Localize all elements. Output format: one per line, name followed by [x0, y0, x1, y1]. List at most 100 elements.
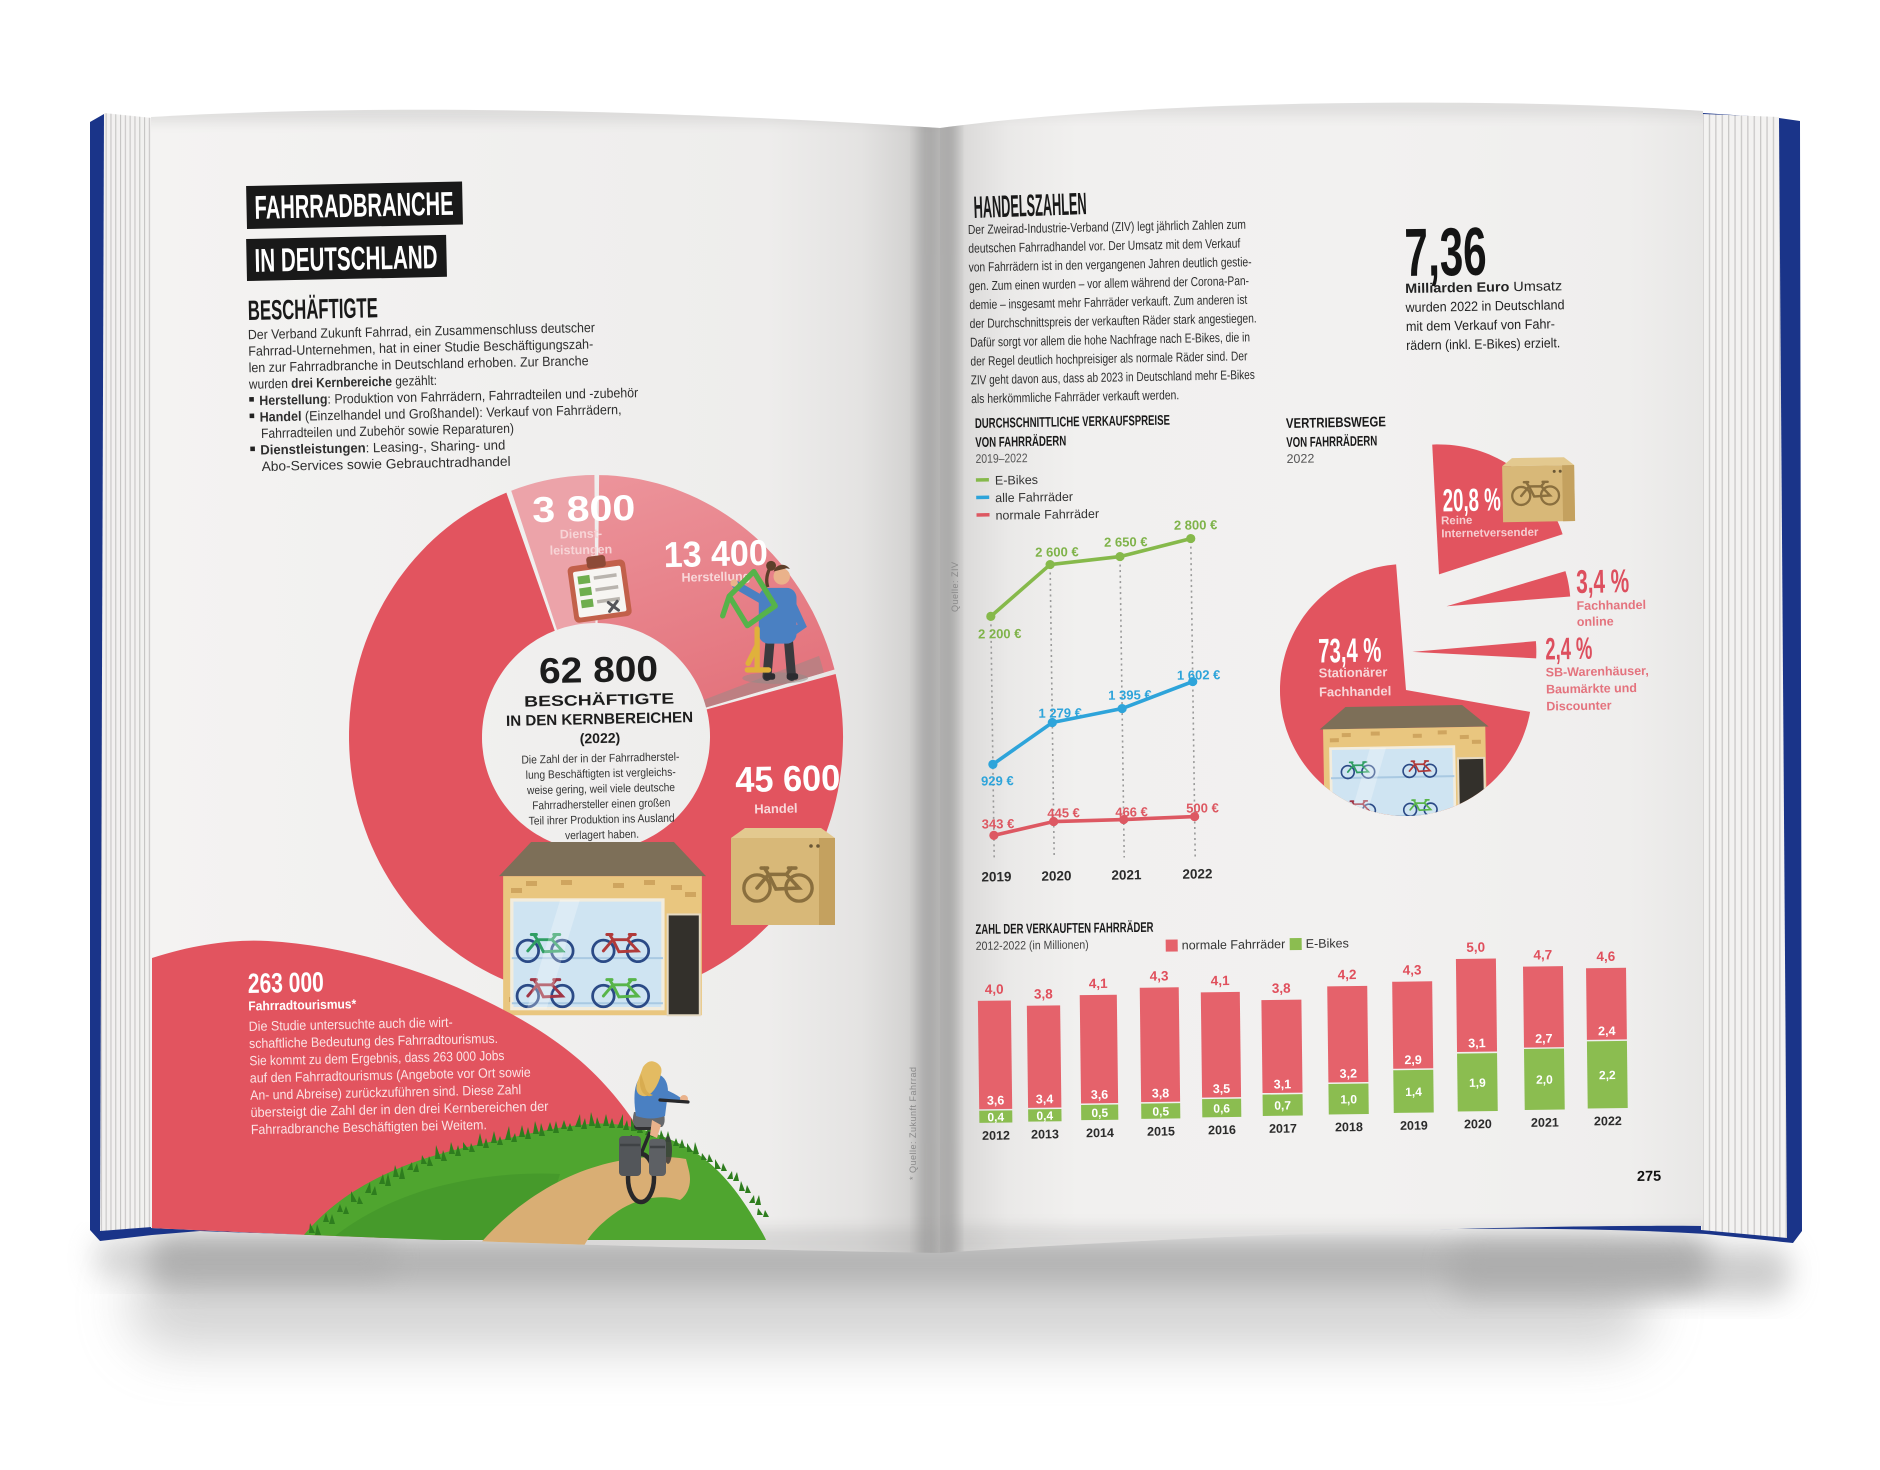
- svg-text:Fachhandel: Fachhandel: [1319, 683, 1392, 699]
- svg-text:als herkömmliche Fahrräder ver: als herkömmliche Fahrräder verkauft werd…: [971, 387, 1179, 406]
- svg-text:mit dem Verkauf von Fahr-: mit dem Verkauf von Fahr-: [1406, 316, 1555, 334]
- svg-text:normale Fahrräder: normale Fahrräder: [1182, 937, 1286, 952]
- svg-text:lung Beschäftigten ist verglei: lung Beschäftigten ist vergleichs-: [526, 767, 676, 782]
- svg-text:2021: 2021: [1531, 1116, 1559, 1130]
- svg-text:BESCHÄFTIGTE: BESCHÄFTIGTE: [524, 690, 674, 710]
- svg-text:3,4: 3,4: [1036, 1092, 1054, 1106]
- svg-text:2 600 €: 2 600 €: [1035, 544, 1079, 560]
- svg-text:BESCHÄFTIGTE: BESCHÄFTIGTE: [247, 292, 378, 326]
- svg-text:ZAHL DER VERKAUFTEN FAHRRÄDER: ZAHL DER VERKAUFTEN FAHRRÄDER: [975, 919, 1153, 937]
- svg-text:2,4: 2,4: [1598, 1024, 1616, 1038]
- svg-text:VON FAHRRÄDERN: VON FAHRRÄDERN: [975, 432, 1066, 450]
- svg-text:* Quelle: Zukunft Fahrrad: * Quelle: Zukunft Fahrrad: [908, 1066, 918, 1180]
- svg-text:3,5: 3,5: [1213, 1082, 1231, 1096]
- svg-text:Discounter: Discounter: [1546, 698, 1612, 713]
- svg-text:2019–2022: 2019–2022: [975, 451, 1027, 466]
- svg-text:2020: 2020: [1041, 868, 1071, 883]
- svg-text:2 800 €: 2 800 €: [1174, 517, 1218, 533]
- svg-text:4,0: 4,0: [985, 982, 1004, 997]
- svg-text:Fahrradtourismus*: Fahrradtourismus*: [248, 996, 357, 1013]
- svg-text:3,2: 3,2: [1340, 1067, 1358, 1081]
- svg-text:20,8 %: 20,8 %: [1442, 481, 1501, 518]
- svg-text:2022: 2022: [1182, 866, 1212, 881]
- svg-text:verlagert haben.: verlagert haben.: [565, 829, 639, 843]
- svg-text:2,4 %: 2,4 %: [1545, 631, 1593, 667]
- svg-text:343 €: 343 €: [982, 816, 1015, 831]
- svg-text:SB-Warenhäuser,: SB-Warenhäuser,: [1546, 664, 1649, 680]
- svg-text:2019: 2019: [981, 869, 1011, 884]
- svg-text:2 650 €: 2 650 €: [1104, 534, 1148, 550]
- svg-text:normale Fahrräder: normale Fahrräder: [995, 507, 1099, 523]
- svg-text:500 €: 500 €: [1186, 800, 1219, 815]
- svg-text:Milliarden Euro Umsatz: Milliarden Euro Umsatz: [1405, 278, 1562, 296]
- svg-text:2012-2022 (in Millionen): 2012-2022 (in Millionen): [976, 938, 1089, 953]
- svg-text:4,3: 4,3: [1150, 968, 1169, 983]
- svg-text:2012: 2012: [982, 1129, 1010, 1143]
- svg-text:leistungen: leistungen: [550, 542, 613, 557]
- svg-text:wurden drei Kernbereiche gezäh: wurden drei Kernbereiche gezählt:: [248, 373, 437, 392]
- svg-text:1,4: 1,4: [1405, 1085, 1422, 1099]
- svg-text:auf den Fahrradtourismus (Ange: auf den Fahrradtourismus (Angebote vor O…: [250, 1065, 531, 1086]
- svg-text:der Regel deutlich hochpreisig: der Regel deutlich hochpreisiger als nor…: [970, 348, 1248, 368]
- svg-text:1 602 €: 1 602 €: [1177, 667, 1221, 683]
- svg-text:Reine: Reine: [1441, 515, 1473, 528]
- svg-text:445 €: 445 €: [1047, 805, 1080, 820]
- svg-text:E-Bikes: E-Bikes: [995, 473, 1038, 488]
- svg-text:2019: 2019: [1400, 1119, 1428, 1133]
- svg-text:3,8: 3,8: [1272, 981, 1291, 996]
- svg-text:Fahrradteilen und Zubehör sowi: Fahrradteilen und Zubehör sowie Reparatu…: [261, 421, 514, 441]
- svg-text:alle Fahrräder: alle Fahrräder: [995, 490, 1073, 505]
- svg-text:3,8: 3,8: [1034, 986, 1053, 1001]
- svg-text:Abo-Services sowie Gebrauchtra: Abo-Services sowie Gebrauchtradhandel: [262, 454, 511, 474]
- svg-text:62 800: 62 800: [539, 648, 659, 691]
- svg-text:deutschen Fahrradhandel vor. D: deutschen Fahrradhandel vor. Der Umsatz …: [968, 236, 1241, 256]
- svg-text:Der Verband Zukunft Fahrrad, e: Der Verband Zukunft Fahrrad, ein Zusamme…: [248, 320, 596, 342]
- svg-text:VON FAHRRÄDERN: VON FAHRRÄDERN: [1286, 432, 1377, 450]
- svg-text:2,9: 2,9: [1404, 1053, 1422, 1067]
- svg-text:der Durchschnittspreis der ver: der Durchschnittspreis der verkauften Rä…: [970, 310, 1257, 331]
- svg-text:übersteigt die Zahl der in den: übersteigt die Zahl der in den drei Kern…: [250, 1099, 549, 1120]
- svg-text:Teil ihrer Produktion ins Ausl: Teil ihrer Produktion ins Ausland: [529, 813, 675, 828]
- svg-text:2021: 2021: [1111, 867, 1142, 882]
- svg-text:von Fahrrädern ist in den verg: von Fahrrädern ist in den vergangenen Ja…: [968, 254, 1251, 274]
- svg-text:45 600: 45 600: [735, 757, 841, 800]
- svg-text:275: 275: [1637, 1169, 1661, 1185]
- svg-text:3 800: 3 800: [532, 487, 636, 530]
- svg-text:weise gering, weil viele deuts: weise gering, weil viele deutsche: [526, 782, 675, 797]
- svg-text:2013: 2013: [1031, 1127, 1059, 1141]
- svg-text:1,0: 1,0: [1340, 1092, 1357, 1106]
- svg-text:3,6: 3,6: [987, 1093, 1005, 1107]
- svg-text:Dafür sorgt vor allem die hohe: Dafür sorgt vor allem die hohe Nachfrage…: [970, 329, 1250, 349]
- svg-text:73,4 %: 73,4 %: [1318, 631, 1382, 670]
- svg-text:Dienst-: Dienst-: [560, 527, 603, 542]
- svg-text:2017: 2017: [1269, 1122, 1297, 1136]
- svg-text:Fachhandel: Fachhandel: [1576, 598, 1646, 613]
- svg-text:0,6: 0,6: [1213, 1101, 1230, 1115]
- svg-text:Dienstleistungen: Leasing-, Sh: Dienstleistungen: Leasing-, Sharing- und: [260, 437, 505, 457]
- svg-text:Quelle: ZIV: Quelle: ZIV: [950, 561, 960, 612]
- svg-text:FAHRRADBRANCHE: FAHRRADBRANCHE: [254, 185, 454, 226]
- svg-text:4,1: 4,1: [1089, 976, 1108, 991]
- svg-text:online: online: [1577, 614, 1614, 629]
- svg-text:HANDELSZAHLEN: HANDELSZAHLEN: [973, 186, 1087, 225]
- svg-text:2,2: 2,2: [1599, 1068, 1616, 1082]
- svg-text:gen. Zum einen wurden – vor al: gen. Zum einen wurden – vor allem währen…: [969, 273, 1249, 293]
- svg-text:2022: 2022: [1594, 1114, 1622, 1128]
- svg-text:3,4 %: 3,4 %: [1576, 562, 1630, 600]
- svg-text:929 €: 929 €: [981, 773, 1014, 788]
- svg-text:0,7: 0,7: [1274, 1098, 1291, 1112]
- svg-text:VERTRIEBSWEGE: VERTRIEBSWEGE: [1286, 413, 1386, 431]
- svg-text:An- und Abreise) zurückzuführe: An- und Abreise) zurückzuführen sind. Di…: [250, 1082, 521, 1103]
- svg-text:7,36: 7,36: [1404, 214, 1487, 291]
- svg-text:Die Zahl der in der Fahrradher: Die Zahl der in der Fahrradherstel-: [521, 751, 679, 766]
- svg-text:2018: 2018: [1335, 1120, 1363, 1134]
- svg-text:2,0: 2,0: [1536, 1073, 1553, 1087]
- svg-text:Handel: Handel: [754, 801, 798, 817]
- svg-text:4,2: 4,2: [1338, 967, 1357, 982]
- svg-text:len zur Fahrradbranche in Deut: len zur Fahrradbranche in Deutschland er…: [248, 353, 588, 375]
- svg-text:3,1: 3,1: [1274, 1077, 1292, 1091]
- svg-text:schaftliche Bedeutung des Fahr: schaftliche Bedeutung des Fahrradtourism…: [249, 1031, 498, 1051]
- svg-text:0,4: 0,4: [1036, 1109, 1053, 1123]
- svg-text:0,5: 0,5: [1152, 1104, 1169, 1118]
- svg-text:3,8: 3,8: [1152, 1086, 1170, 1100]
